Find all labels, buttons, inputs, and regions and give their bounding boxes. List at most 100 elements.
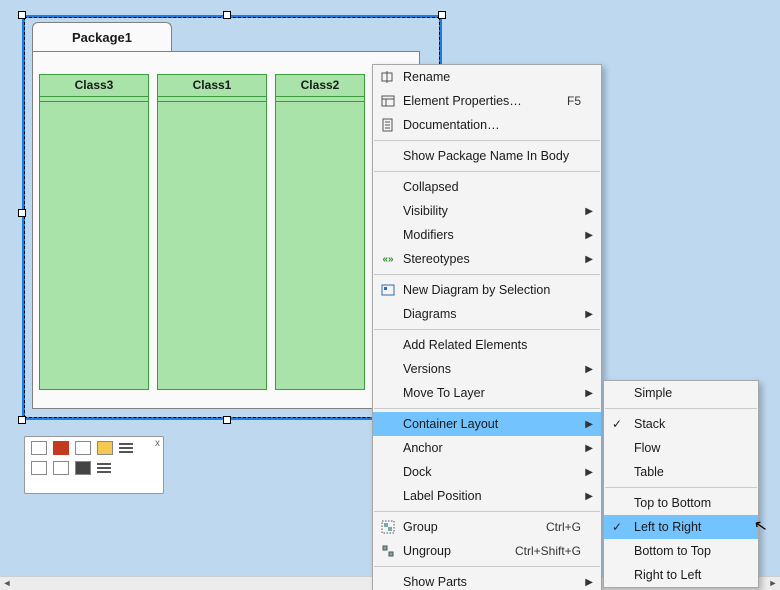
- class-box[interactable]: Class1: [157, 74, 267, 390]
- menu-item[interactable]: Bottom to Top: [604, 539, 758, 563]
- menu-item-label: Simple: [634, 386, 672, 400]
- swatch-row: [31, 461, 157, 475]
- menu-item[interactable]: Table: [604, 460, 758, 484]
- check-icon: ✓: [612, 520, 622, 534]
- submenu-arrow-icon: ▶: [585, 467, 593, 478]
- swatch-white[interactable]: [53, 461, 69, 475]
- menu-item[interactable]: ✓Stack: [604, 412, 758, 436]
- ungroup-icon: [379, 542, 397, 560]
- close-icon[interactable]: x: [155, 438, 160, 449]
- properties-popup[interactable]: x: [24, 436, 164, 494]
- menu-item[interactable]: Flow: [604, 436, 758, 460]
- menu-item-label: Group: [403, 520, 438, 534]
- menu-separator: [374, 511, 600, 512]
- swatch-lines[interactable]: [97, 461, 111, 475]
- menu-item-label: Modifiers: [403, 228, 454, 242]
- menu-item[interactable]: Container Layout▶: [373, 412, 601, 436]
- menu-item[interactable]: ✓ Left to Right: [604, 515, 758, 539]
- menu-item-label: Collapsed: [403, 180, 459, 194]
- doc-icon: [379, 116, 397, 134]
- newdiag-icon: [379, 281, 397, 299]
- package-title[interactable]: Package1: [32, 22, 172, 52]
- menu-item[interactable]: Simple: [604, 381, 758, 405]
- swatch-red[interactable]: [53, 441, 69, 455]
- menu-shortcut: Ctrl+Shift+G: [491, 544, 581, 558]
- submenu-arrow-icon: ▶: [585, 443, 593, 454]
- swatch-white[interactable]: [31, 441, 47, 455]
- menu-item-label: Documentation…: [403, 118, 500, 132]
- menu-item-label: Anchor: [403, 441, 443, 455]
- menu-item-label: Element Properties…: [403, 94, 522, 108]
- class-separator: [158, 101, 266, 102]
- menu-separator: [605, 408, 757, 409]
- scroll-left-button[interactable]: ◄: [0, 577, 14, 590]
- menu-item-label: Right to Left: [634, 568, 701, 582]
- swatch-row: [31, 441, 157, 455]
- swatch-dark[interactable]: [75, 461, 91, 475]
- resize-handle[interactable]: [18, 416, 26, 424]
- swatch-white[interactable]: [31, 461, 47, 475]
- menu-item[interactable]: Dock ▶: [373, 460, 601, 484]
- class-box[interactable]: Class3: [39, 74, 149, 390]
- menu-item[interactable]: Ungroup Ctrl+Shift+G: [373, 539, 601, 563]
- scroll-right-button[interactable]: ►: [766, 577, 780, 590]
- context-submenu[interactable]: Simple ✓Stack Flow Table Top to Bottom ✓ Left …: [603, 380, 759, 588]
- menu-item-label: Left to Right: [634, 520, 701, 534]
- resize-handle[interactable]: [223, 11, 231, 19]
- menu-item-label: Show Package Name In Body: [403, 149, 569, 163]
- class-box[interactable]: Class2: [275, 74, 365, 390]
- submenu-arrow-icon: ▶: [585, 577, 593, 588]
- resize-handle[interactable]: [438, 11, 446, 19]
- stereo-icon: «»: [379, 250, 397, 268]
- menu-separator: [374, 329, 600, 330]
- menu-item-label: New Diagram by Selection: [403, 283, 550, 297]
- menu-item[interactable]: Show Parts▶: [373, 570, 601, 590]
- class-title: Class3: [40, 75, 148, 97]
- menu-item[interactable]: Collapsed: [373, 175, 601, 199]
- menu-item-label: Table: [634, 465, 664, 479]
- menu-item-label: Flow: [634, 441, 660, 455]
- menu-item[interactable]: Top to Bottom: [604, 491, 758, 515]
- menu-item[interactable]: New Diagram by Selection: [373, 278, 601, 302]
- menu-separator: [374, 140, 600, 141]
- class-separator: [40, 101, 148, 102]
- menu-item[interactable]: Move To Layer▶: [373, 381, 601, 405]
- menu-item-label: Dock: [403, 465, 431, 479]
- menu-item-label: Visibility: [403, 204, 448, 218]
- menu-item[interactable]: Versions ▶: [373, 357, 601, 381]
- resize-handle[interactable]: [18, 209, 26, 217]
- menu-item[interactable]: Modifiers▶: [373, 223, 601, 247]
- menu-item[interactable]: Show Package Name In Body: [373, 144, 601, 168]
- menu-item[interactable]: Visibility▶: [373, 199, 601, 223]
- menu-item[interactable]: Right to Left: [604, 563, 758, 587]
- swatch-lines[interactable]: [119, 441, 133, 455]
- menu-item[interactable]: Label Position▶: [373, 484, 601, 508]
- context-menu[interactable]: Rename Element Properties… F5 Documentation…: [372, 64, 602, 590]
- resize-handle[interactable]: [18, 11, 26, 19]
- submenu-arrow-icon: ▶: [585, 364, 593, 375]
- swatch-yellow[interactable]: [97, 441, 113, 455]
- menu-item-label: Ungroup: [403, 544, 451, 558]
- rename-icon: [379, 68, 397, 86]
- menu-separator: [605, 487, 757, 488]
- class-title: Class1: [158, 75, 266, 97]
- menu-item[interactable]: Diagrams▶: [373, 302, 601, 326]
- menu-item-label: Versions: [403, 362, 451, 376]
- menu-item[interactable]: «»Stereotypes▶: [373, 247, 601, 271]
- menu-item[interactable]: GroupCtrl+G: [373, 515, 601, 539]
- menu-item-label: Move To Layer: [403, 386, 485, 400]
- submenu-arrow-icon: ▶: [585, 254, 593, 265]
- menu-item[interactable]: Anchor ▶: [373, 436, 601, 460]
- check-icon: ✓: [612, 417, 622, 431]
- resize-handle[interactable]: [223, 416, 231, 424]
- menu-separator: [374, 408, 600, 409]
- menu-shortcut: F5: [543, 94, 581, 108]
- menu-item[interactable]: Rename: [373, 65, 601, 89]
- menu-item-label: Top to Bottom: [634, 496, 711, 510]
- menu-separator: [374, 566, 600, 567]
- menu-item[interactable]: Element Properties… F5: [373, 89, 601, 113]
- menu-item[interactable]: Documentation…: [373, 113, 601, 137]
- swatch-none[interactable]: [75, 441, 91, 455]
- menu-item-label: Label Position: [403, 489, 482, 503]
- menu-item[interactable]: Add Related Elements: [373, 333, 601, 357]
